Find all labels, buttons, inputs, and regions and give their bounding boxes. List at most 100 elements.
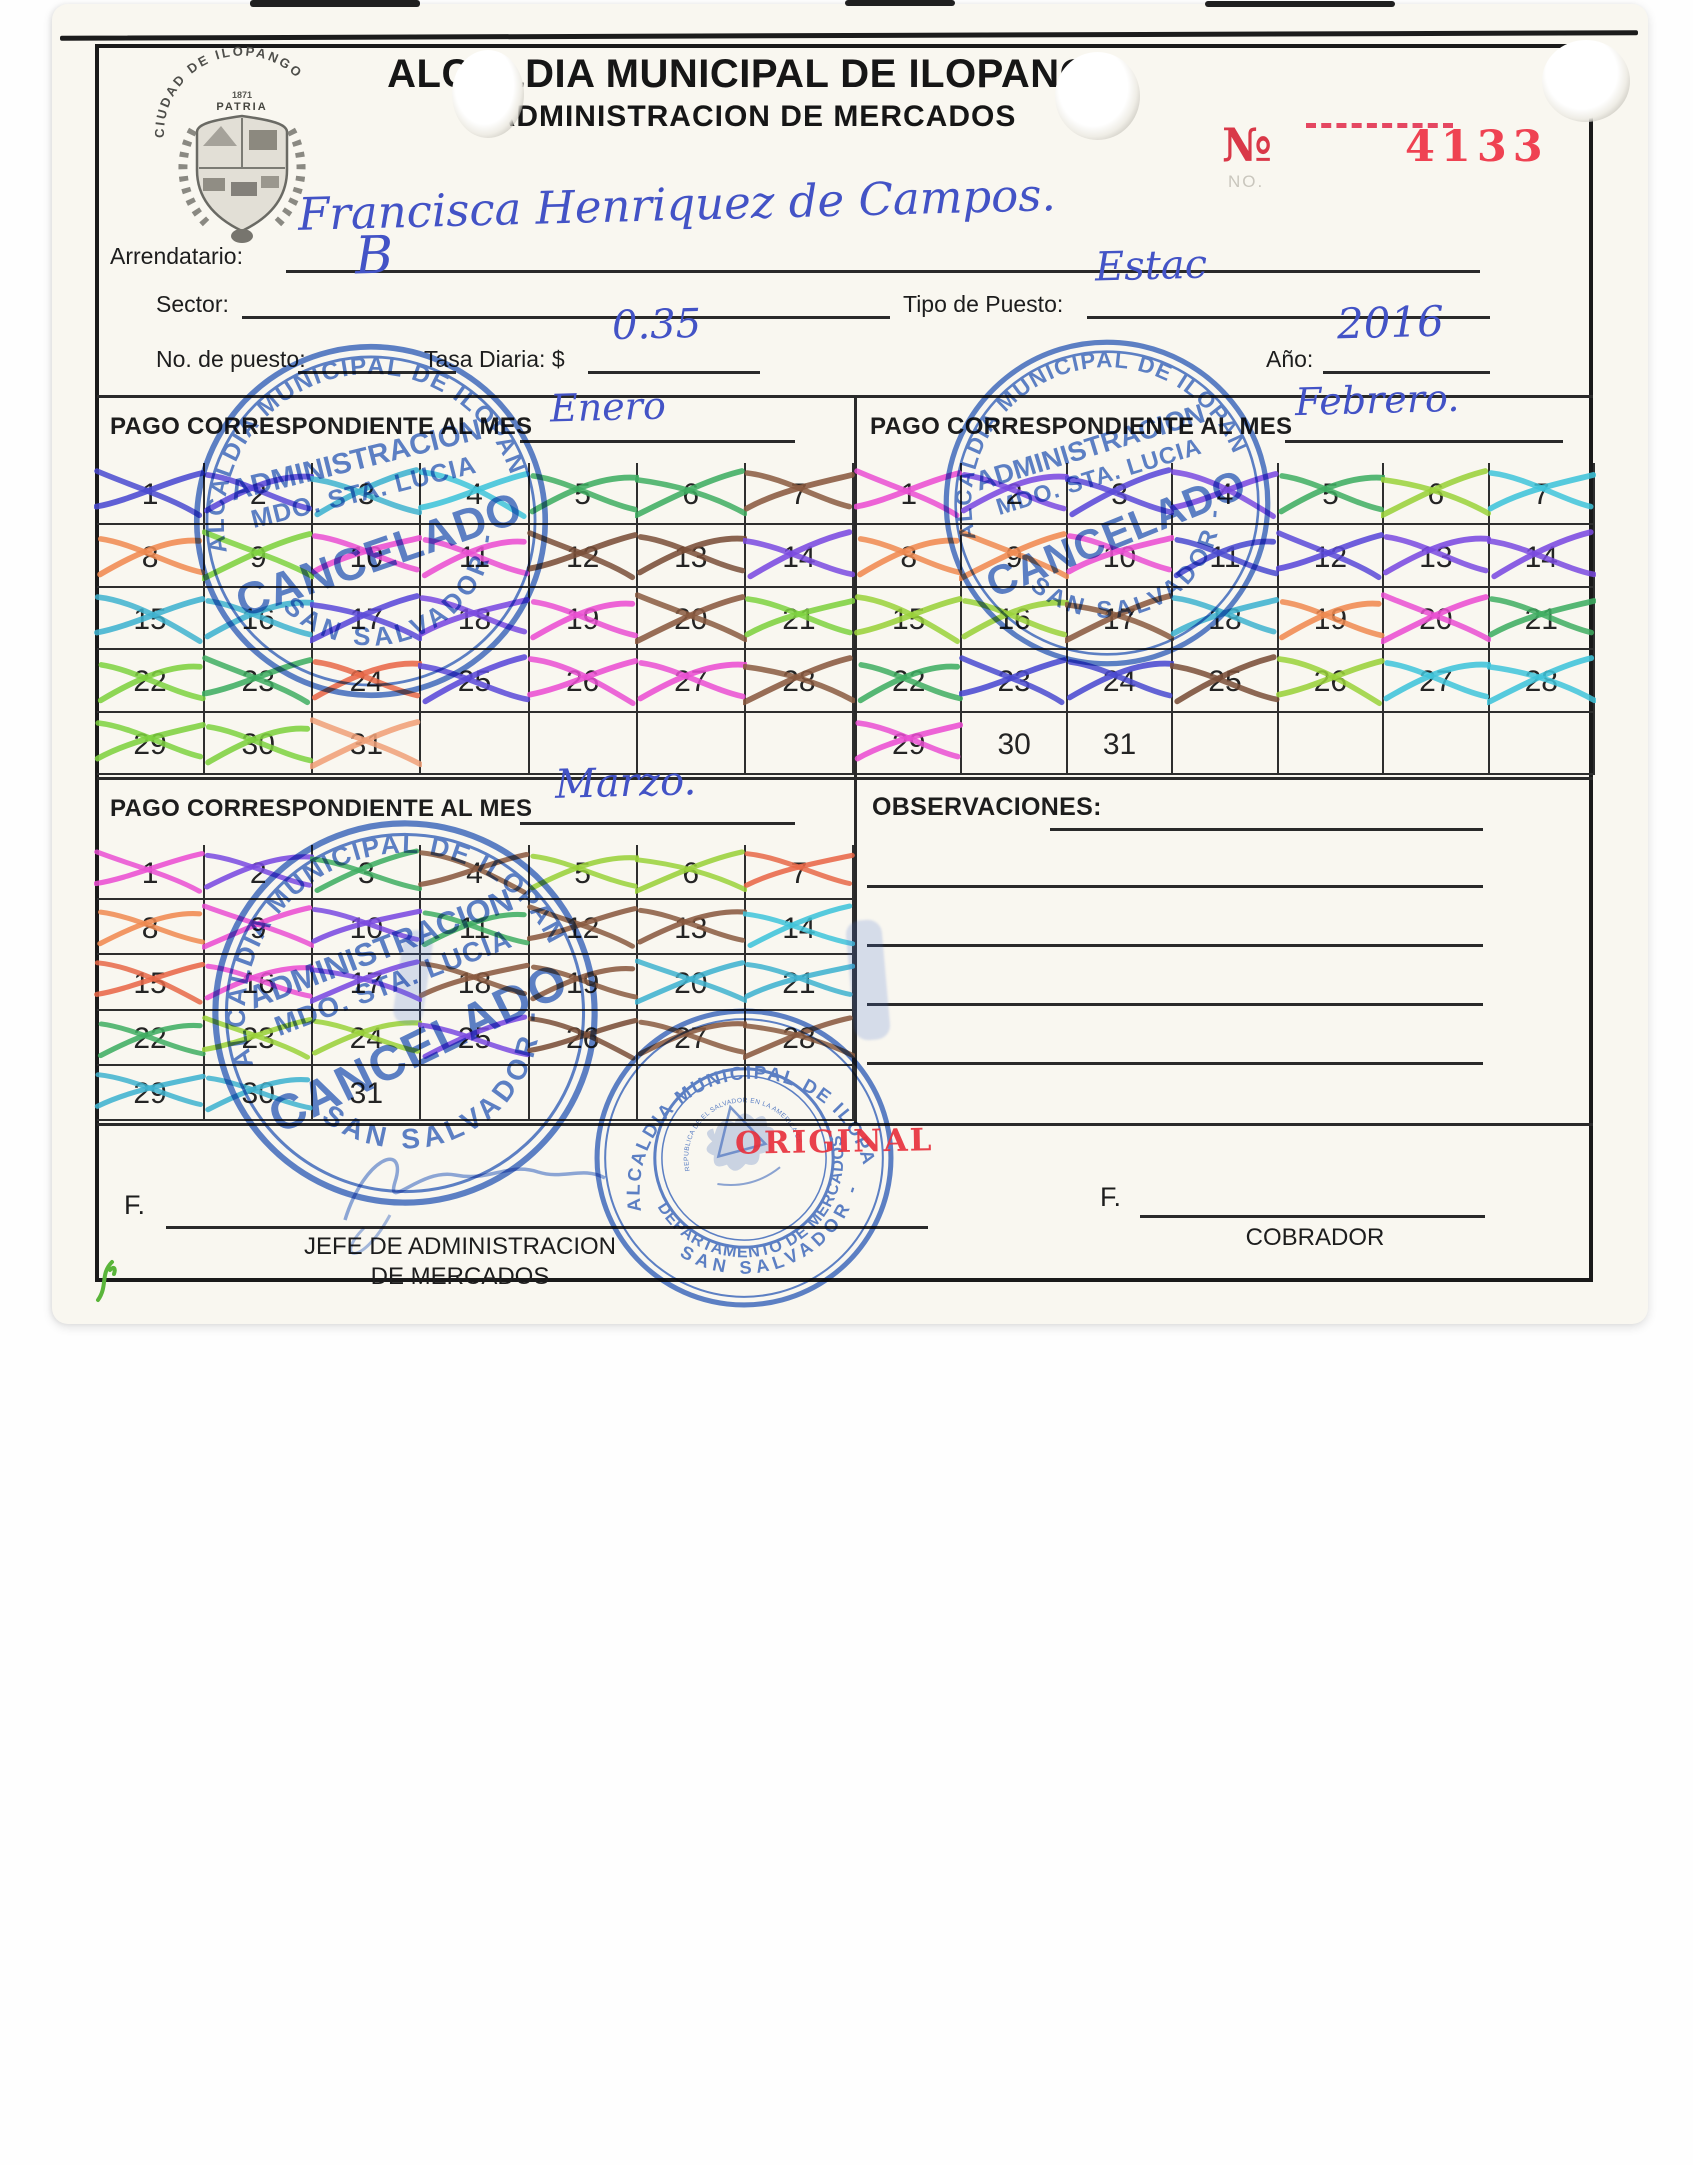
day-cell: 4 xyxy=(1170,463,1279,526)
day-cell: 20 xyxy=(1381,587,1491,651)
arrendatario-line xyxy=(286,270,1480,273)
day-number: 9 xyxy=(1005,540,1023,574)
day-number: 10 xyxy=(1102,540,1137,574)
receipt-number-ghost: NO. xyxy=(1228,172,1265,191)
day-number: 11 xyxy=(1209,540,1241,574)
day-number: 21 xyxy=(1524,602,1558,636)
calendar-grid-enero: 1 2 3 4 5 6 7 8 9 10 11 12 13 14 15 16 1… xyxy=(94,463,855,775)
observaciones-line xyxy=(1050,828,1483,831)
no-puesto-label: No. de puesto: xyxy=(156,346,306,372)
day-cell: 14 xyxy=(742,525,855,588)
day-cell: 23 xyxy=(202,650,314,713)
day-number: 19 xyxy=(1313,602,1348,636)
calendar-grid-febrero: 1 2 3 4 5 6 7 8 9 10 11 12 13 14 15 16 1… xyxy=(854,463,1596,775)
day-cell: 24 xyxy=(312,650,423,713)
day-cell: 4 xyxy=(418,463,530,526)
day-cell: 31 xyxy=(313,1065,422,1121)
day-cell: 13 xyxy=(636,525,747,588)
month-name-febrero: Febrero. xyxy=(1294,375,1460,425)
day-cell: 13 xyxy=(636,900,747,956)
day-number: 17 xyxy=(349,602,384,636)
day-number: 18 xyxy=(1208,602,1242,636)
signature-line-right xyxy=(1140,1215,1485,1218)
month-header-label: PAGO CORRESPONDIENTE AL MES xyxy=(110,795,533,822)
day-cell: 5 xyxy=(1278,463,1386,526)
day-cell: 1 xyxy=(94,845,206,901)
seal-laurel-left xyxy=(178,127,211,228)
day-cell xyxy=(637,712,746,775)
tipo-puesto-line xyxy=(1087,316,1490,319)
day-cell: 20 xyxy=(634,587,747,651)
receipt-number: 4133 xyxy=(1405,122,1549,172)
day-number: 3 xyxy=(1111,478,1128,512)
day-cell xyxy=(745,1065,854,1121)
day-number: 21 xyxy=(782,966,816,1000)
day-number: 31 xyxy=(349,1077,384,1111)
day-cell: 9 xyxy=(202,900,315,956)
month-name-line xyxy=(1285,440,1563,443)
day-cell: 28 xyxy=(742,1010,855,1066)
day-number: 24 xyxy=(1102,665,1137,699)
day-cell: 6 xyxy=(634,463,747,526)
day-number: 11 xyxy=(458,911,491,945)
day-cell: 27 xyxy=(637,1010,747,1066)
day-number: 24 xyxy=(349,1022,384,1056)
day-number: 7 xyxy=(790,856,808,890)
day-cell: 7 xyxy=(1487,463,1596,526)
day-cell: 15 xyxy=(94,955,206,1011)
day-cell: 11 xyxy=(1173,525,1280,588)
day-number: 20 xyxy=(1419,602,1453,636)
day-number: 8 xyxy=(141,911,159,945)
day-number: 7 xyxy=(790,478,808,512)
day-cell: 27 xyxy=(1383,650,1491,713)
day-cell: 8 xyxy=(857,525,963,588)
day-cell: 16 xyxy=(204,955,315,1011)
day-number: 12 xyxy=(565,540,600,574)
day-cell: 3 xyxy=(1064,463,1175,526)
day-number: 10 xyxy=(349,911,384,945)
receipt-number-sign: № xyxy=(1222,118,1272,172)
seal-year: 1871 xyxy=(232,90,252,100)
section-divider xyxy=(97,777,1593,780)
day-cell: 20 xyxy=(634,955,747,1011)
cobrador-role: COBRADOR xyxy=(1245,1224,1385,1251)
day-cell: 5 xyxy=(529,463,639,526)
day-cell: 28 xyxy=(1486,650,1596,713)
original-label: ORIGINAL xyxy=(734,1122,934,1162)
day-cell: 7 xyxy=(743,463,855,526)
arrendatario-label: Arrendatario: xyxy=(110,243,243,269)
day-cell: 9 xyxy=(202,525,315,588)
month-name-marzo: Marzo. xyxy=(554,758,697,808)
day-cell: 30 xyxy=(205,1065,314,1121)
tasa-diaria-line xyxy=(588,371,760,374)
day-cell: 3 xyxy=(310,845,423,901)
sector-line xyxy=(242,316,890,319)
day-cell: 16 xyxy=(961,587,1069,651)
staple-hole-artifact xyxy=(1055,52,1140,140)
day-cell: 6 xyxy=(1381,463,1491,526)
tipo-puesto-label: Tipo de Puesto: xyxy=(903,291,1064,317)
day-number: 4 xyxy=(466,856,483,890)
day-number: 2 xyxy=(249,478,267,512)
day-cell: 25 xyxy=(418,1010,531,1066)
day-cell xyxy=(745,712,854,775)
day-cell: 2 xyxy=(204,845,315,901)
day-cell: 6 xyxy=(634,845,747,901)
day-cell: 17 xyxy=(1064,587,1175,651)
day-cell: 14 xyxy=(1486,525,1596,588)
day-cell xyxy=(637,1065,746,1121)
day-number: 28 xyxy=(1524,665,1558,699)
day-number: 12 xyxy=(1313,540,1348,574)
day-cell: 18 xyxy=(419,955,531,1011)
day-number: 30 xyxy=(997,727,1031,761)
day-number: 23 xyxy=(241,665,275,699)
day-number: 2 xyxy=(249,856,267,890)
month-header-label: PAGO CORRESPONDIENTE AL MES xyxy=(110,413,533,440)
day-number: 5 xyxy=(574,478,591,512)
day-number: 1 xyxy=(141,856,159,890)
signature-f-right: F. xyxy=(1100,1182,1122,1212)
day-cell: 26 xyxy=(526,1010,638,1066)
day-number: 5 xyxy=(574,856,591,890)
day-number: 26 xyxy=(565,665,600,699)
